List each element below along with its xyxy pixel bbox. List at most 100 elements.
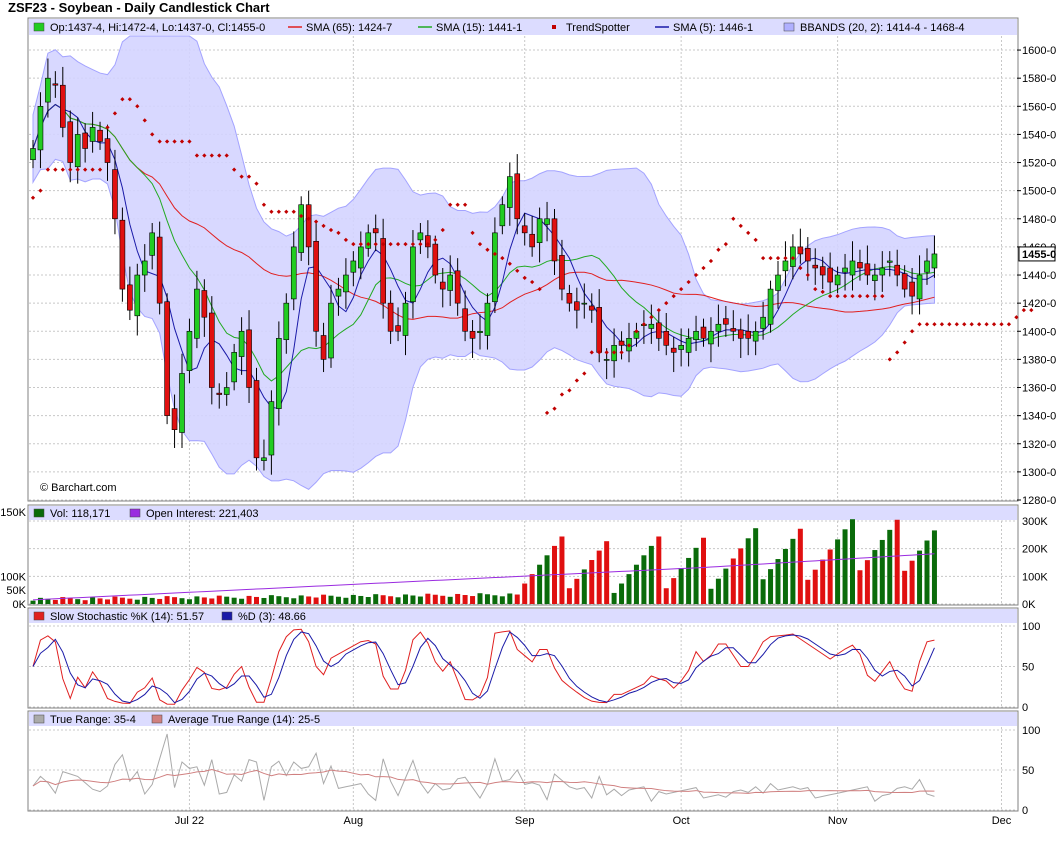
moving-averages bbox=[32, 103, 935, 410]
trendspotter-dot bbox=[634, 329, 639, 334]
volume-bar bbox=[850, 519, 855, 604]
legend-swatch bbox=[33, 22, 45, 32]
price-tick-label: 1320-0 bbox=[1022, 439, 1056, 451]
trendspotter-dot bbox=[30, 195, 36, 200]
sma-15-line bbox=[32, 103, 935, 382]
candle-body bbox=[618, 340, 625, 346]
axes-labels: 1280-0 1300-0 1320-0 1340-0 1360-0 1380-0 1400… bbox=[0, 45, 1056, 827]
trendspotter-dot bbox=[164, 139, 170, 144]
stoch-legend-bar bbox=[29, 609, 1017, 623]
volume-bar bbox=[626, 574, 632, 604]
volume-bar bbox=[894, 519, 900, 604]
trendspotter-dot bbox=[723, 241, 728, 247]
price-tick-label: 1360-0 bbox=[1022, 383, 1056, 395]
sma-65-line bbox=[32, 103, 935, 320]
volume-bar bbox=[745, 538, 751, 604]
trendspotter-dots bbox=[30, 97, 1034, 415]
candle-body bbox=[767, 288, 774, 325]
candle-body bbox=[506, 176, 513, 208]
volume-bar bbox=[931, 530, 937, 604]
volume-bar bbox=[462, 595, 468, 604]
legend-swatch bbox=[783, 22, 795, 32]
volume-bar bbox=[544, 555, 550, 604]
volume-bar bbox=[917, 550, 923, 604]
candle-body bbox=[872, 274, 878, 281]
volume-bar bbox=[239, 598, 245, 604]
trendspotter-dot bbox=[179, 139, 185, 144]
stoch-tick: 0 bbox=[1022, 702, 1028, 714]
volume-bars bbox=[30, 519, 937, 604]
trendspotter-dot bbox=[731, 216, 736, 221]
stochastic-lines bbox=[32, 628, 935, 705]
trendspotter-dot bbox=[828, 293, 833, 299]
stoch-tick: 100 bbox=[1022, 621, 1040, 633]
volume-bar bbox=[224, 596, 230, 604]
candle-body bbox=[924, 260, 930, 273]
trendspotter-dot bbox=[820, 289, 825, 295]
price-tick-label: 1580-0 bbox=[1022, 73, 1056, 85]
trendspotter-dot bbox=[701, 265, 706, 271]
trendspotter-dot bbox=[328, 227, 334, 233]
candle-body bbox=[328, 302, 334, 359]
volume-bar bbox=[872, 550, 878, 604]
trendspotter-dot bbox=[902, 340, 907, 345]
trendspotter-dot bbox=[68, 167, 73, 172]
volume-bar bbox=[127, 598, 133, 604]
candle-body bbox=[253, 380, 260, 459]
tr-tick: 100 bbox=[1022, 725, 1040, 737]
trendspotter-dot bbox=[984, 322, 989, 327]
trendspotter-dot bbox=[708, 258, 714, 264]
trendspotter-dot bbox=[127, 97, 132, 102]
volume-bar bbox=[209, 598, 215, 604]
candle-body bbox=[194, 288, 200, 339]
trendspotter-dot bbox=[753, 237, 758, 243]
watermark: © Barchart.com bbox=[40, 482, 117, 494]
volume-bar bbox=[723, 568, 729, 604]
volume-bar bbox=[812, 569, 818, 604]
volume-bar bbox=[417, 596, 423, 604]
trendspotter-dot bbox=[209, 153, 214, 158]
legend-swatch bbox=[33, 508, 45, 518]
trendspotter-dot bbox=[656, 308, 661, 313]
volume-bar bbox=[306, 596, 312, 604]
trendspotter-dot bbox=[872, 293, 877, 299]
candle-body bbox=[715, 323, 722, 332]
true-range-lines bbox=[32, 733, 935, 803]
trendspotter-dot bbox=[954, 322, 959, 327]
volume-bar bbox=[350, 594, 356, 604]
legend-label: Slow Stochastic %K (14): 51.57 bbox=[50, 611, 204, 623]
price-tick-label: 1420-0 bbox=[1022, 298, 1056, 310]
candle-body bbox=[737, 329, 744, 339]
price-tick-label: 1300-0 bbox=[1022, 467, 1056, 479]
trendspotter-dot bbox=[53, 167, 58, 172]
volume-bar bbox=[797, 528, 803, 604]
price-tick-label: 1380-0 bbox=[1022, 354, 1056, 366]
candle-body bbox=[842, 267, 848, 273]
volume-bar bbox=[298, 595, 304, 604]
price-tick-label: 1400-0 bbox=[1022, 326, 1056, 338]
candle-body bbox=[462, 308, 468, 332]
candle-body bbox=[730, 328, 737, 332]
trendspotter-dot bbox=[842, 293, 848, 299]
legend-label: True Range: 35-4 bbox=[50, 714, 136, 726]
volume-bar bbox=[589, 560, 595, 604]
trendspotter-dot bbox=[418, 241, 423, 247]
tr-tick: 0 bbox=[1022, 805, 1028, 817]
volume-bar bbox=[648, 545, 654, 604]
volume-bar bbox=[172, 597, 178, 604]
volume-bar bbox=[574, 578, 580, 604]
volume-bar bbox=[768, 569, 774, 604]
volume-bar bbox=[75, 599, 81, 604]
trendspotter-dot bbox=[455, 202, 460, 207]
candle-body bbox=[320, 335, 327, 360]
volume-bar bbox=[611, 592, 617, 604]
volume-bar bbox=[857, 570, 863, 604]
candle-body bbox=[544, 218, 550, 225]
volume-bar bbox=[782, 548, 788, 604]
legend-label: SMA (65): 1424-7 bbox=[306, 22, 392, 34]
candle-body bbox=[566, 293, 573, 304]
volume-bar bbox=[924, 540, 930, 604]
candle-body bbox=[186, 330, 193, 371]
trendspotter-dot bbox=[805, 272, 810, 278]
trendspotter-dot bbox=[291, 209, 296, 214]
